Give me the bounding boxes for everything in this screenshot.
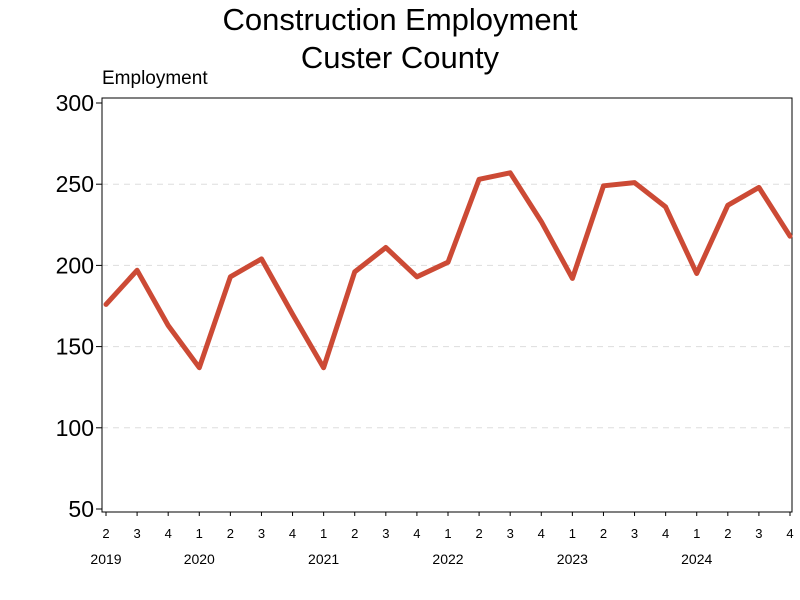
x-tick-label: 1: [196, 526, 203, 541]
gridlines: [102, 183, 792, 429]
x-tick-label: 4: [662, 526, 669, 541]
x-tick-label: 3: [133, 526, 140, 541]
x-tick-label: 3: [631, 526, 638, 541]
year-label: 2023: [557, 551, 588, 567]
x-tick-label: 4: [786, 526, 793, 541]
x-axis-ticks: 2 3 4 1 2 3 4 1 2 3 4 1 2 3 4 1 2 3 4 1 2 3 4: [102, 512, 794, 541]
y-tick-label: 200: [56, 252, 94, 278]
x-tick-label: 2: [600, 526, 607, 541]
x-tick-label: 3: [382, 526, 389, 541]
y-tick-label: 100: [56, 415, 94, 441]
x-tick-label: 1: [693, 526, 700, 541]
x-tick-label: 1: [320, 526, 327, 541]
chart-title-line-2: Custer County: [300, 40, 500, 75]
series-line: [103, 170, 793, 371]
year-label: 2019: [90, 551, 121, 567]
x-tick-label: 4: [538, 526, 545, 541]
y-tick-label: 300: [56, 90, 94, 116]
x-tick-label: 4: [165, 526, 172, 541]
x-tick-label: 4: [289, 526, 296, 541]
x-tick-label: 1: [569, 526, 576, 541]
y-tick-label: 250: [56, 171, 94, 197]
x-tick-label: 2: [102, 526, 109, 541]
x-tick-label: 2: [227, 526, 234, 541]
y-tick-label: 50: [68, 496, 94, 522]
year-label: 2022: [432, 551, 463, 567]
y-tick-label: 150: [56, 334, 94, 360]
x-axis-years: 2019 2020 2021 2022 2023 2024: [90, 551, 712, 567]
x-tick-label: 2: [475, 526, 482, 541]
plot-frame: [101, 97, 793, 513]
x-tick-label: 1: [444, 526, 451, 541]
x-tick-label: 3: [755, 526, 762, 541]
x-tick-label: 3: [507, 526, 514, 541]
year-label: 2021: [308, 551, 339, 567]
x-tick-label: 3: [258, 526, 265, 541]
x-tick-label: 2: [351, 526, 358, 541]
x-tick-label: 4: [413, 526, 420, 541]
x-tick-label: 2: [724, 526, 731, 541]
y-axis-label: Employment: [102, 68, 208, 89]
year-label: 2020: [184, 551, 215, 567]
y-axis-ticks: 50 100 150 200 250 300: [56, 90, 102, 522]
year-label: 2024: [681, 551, 712, 567]
chart-title-line-1: Construction Employment: [222, 2, 578, 37]
